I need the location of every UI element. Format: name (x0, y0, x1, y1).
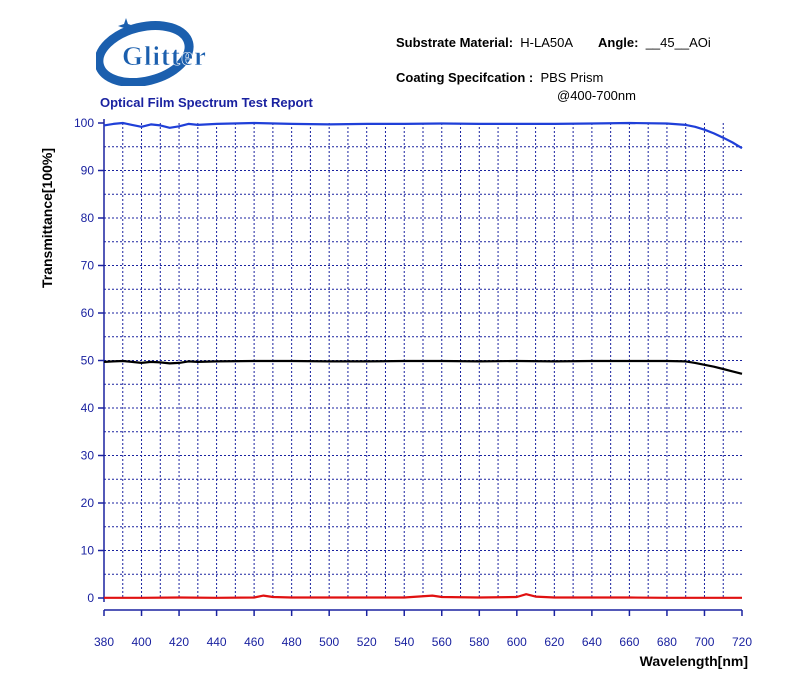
coating-label: Coating Specifcation : (396, 70, 534, 85)
logo-swoosh-outer (96, 21, 194, 86)
report-title: Optical Film Spectrum Test Report (100, 95, 313, 110)
substrate-value: H-LA50A (520, 35, 574, 50)
x-tick-label: 660 (619, 635, 639, 649)
logo-sparkle-icon (118, 18, 134, 34)
y-tick-label: 90 (81, 164, 95, 178)
y-tick-label: 30 (81, 449, 95, 463)
x-tick-label: 560 (432, 635, 452, 649)
y-tick-label: 100 (74, 116, 94, 130)
x-tick-label: 380 (94, 635, 114, 649)
coating-specification: Coating Specifcation : PBS Prism (396, 70, 603, 85)
logo-swoosh-inner (112, 37, 172, 73)
x-tick-label: 520 (357, 635, 377, 649)
y-tick-label: 0 (87, 591, 94, 605)
x-tick-label: 420 (169, 635, 189, 649)
x-tick-label: 600 (507, 635, 527, 649)
x-axis-label: Wavelength[nm] (640, 653, 748, 669)
x-tick-label: 500 (319, 635, 339, 649)
angle: Angle: __45__AOi (598, 35, 711, 50)
y-tick-label: 70 (81, 259, 95, 273)
axes (98, 119, 743, 616)
angle-label: Angle: (598, 35, 639, 50)
series-lines (103, 121, 743, 599)
angle-value: __45__AOi (645, 35, 711, 50)
logo-text: Glitter (122, 41, 207, 71)
substrate-material: Substrate Material: H-LA50A (396, 35, 573, 50)
red-transmittance-line (104, 593, 742, 599)
y-tick-label: 20 (81, 496, 95, 510)
tick-labels: 0 10 20 30 40 50 60 70 80 90 100 380 400 420 440 460 480… (74, 116, 752, 649)
x-tick-label: 720 (732, 635, 752, 649)
y-axis-label: Transmittance[100%] (39, 148, 55, 288)
x-tick-label: 680 (657, 635, 677, 649)
y-tick-label: 10 (81, 544, 95, 558)
black-transmittance-line (103, 359, 743, 375)
glitter-logo: Glitter (96, 18, 207, 86)
coating-range: @400-700nm (557, 88, 636, 103)
x-tick-label: 400 (132, 635, 152, 649)
y-tick-label: 60 (81, 306, 95, 320)
coating-value: PBS Prism (540, 70, 604, 85)
y-tick-label: 50 (81, 354, 95, 368)
x-tick-label: 440 (207, 635, 227, 649)
y-tick-label: 80 (81, 211, 95, 225)
x-tick-label: 700 (694, 635, 714, 649)
x-tick-label: 460 (244, 635, 264, 649)
x-tick-label: 480 (282, 635, 302, 649)
x-tick-label: 640 (582, 635, 602, 649)
substrate-label: Substrate Material: (396, 35, 514, 50)
x-tick-label: 620 (544, 635, 564, 649)
y-tick-label: 40 (81, 401, 95, 415)
blue-transmittance-line (103, 121, 743, 150)
x-tick-label: 540 (394, 635, 414, 649)
x-tick-label: 580 (469, 635, 489, 649)
